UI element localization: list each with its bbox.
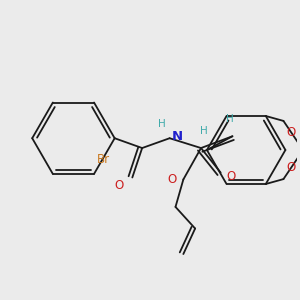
Text: H: H [200, 126, 208, 136]
Text: H: H [226, 115, 233, 124]
Text: N: N [172, 130, 183, 143]
Text: O: O [286, 161, 296, 174]
Text: O: O [167, 173, 176, 186]
Text: Br: Br [97, 153, 110, 166]
Text: O: O [286, 126, 296, 139]
Text: H: H [158, 119, 166, 130]
Text: O: O [114, 179, 123, 192]
Text: O: O [226, 170, 236, 183]
